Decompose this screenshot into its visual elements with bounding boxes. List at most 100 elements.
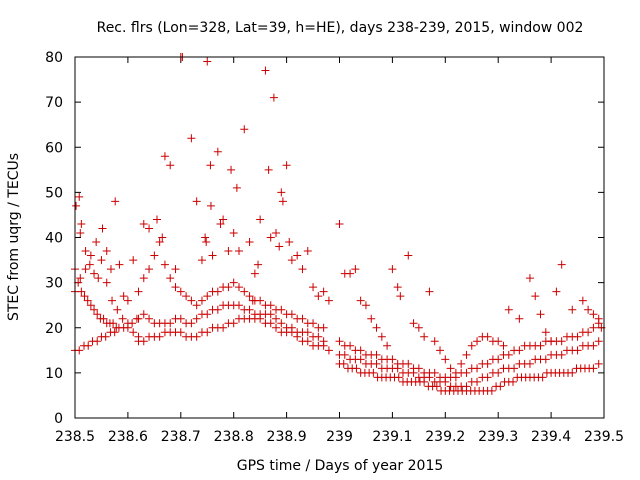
data-point (372, 359, 381, 368)
data-point (277, 319, 286, 328)
data-point (285, 238, 294, 247)
y-tick-label: 30 (45, 276, 63, 292)
data-point (77, 219, 86, 228)
data-point (394, 373, 403, 382)
data-point (80, 292, 89, 301)
data-point (278, 197, 287, 206)
data-point (361, 301, 370, 310)
data-point (457, 359, 466, 368)
data-point (314, 332, 323, 341)
data-point (377, 332, 386, 341)
data-point (277, 305, 286, 314)
x-tick-label: 238.6 (108, 429, 148, 445)
data-point (324, 346, 333, 355)
data-point (155, 238, 164, 247)
data-point (510, 364, 519, 373)
data-point (589, 323, 598, 332)
data-point (557, 350, 566, 359)
data-point (81, 247, 90, 256)
data-point (335, 337, 344, 346)
data-point (203, 310, 212, 319)
data-point (467, 341, 476, 350)
data-point (531, 292, 540, 301)
data-point (552, 287, 561, 296)
data-point (229, 278, 238, 287)
data-point (202, 238, 211, 247)
data-point (197, 296, 206, 305)
data-point (432, 382, 441, 391)
data-point (145, 265, 154, 274)
data-point (81, 265, 90, 274)
data-point (129, 256, 138, 265)
data-point (250, 269, 259, 278)
data-point (351, 265, 360, 274)
data-point (99, 314, 108, 323)
data-point (509, 377, 518, 386)
data-point (76, 228, 85, 237)
data-point (369, 368, 378, 377)
data-point (139, 310, 148, 319)
data-point (84, 341, 93, 350)
data-point (504, 305, 513, 314)
data-point (309, 283, 318, 292)
data-point (536, 310, 545, 319)
y-tick-label: 40 (45, 231, 63, 247)
data-point (155, 332, 164, 341)
x-tick-label: 239.3 (478, 429, 518, 445)
data-point (393, 283, 402, 292)
data-point (483, 373, 492, 382)
data-point (462, 350, 471, 359)
data-point (187, 296, 196, 305)
data-point (414, 364, 423, 373)
data-point (158, 233, 167, 242)
data-point (187, 319, 196, 328)
data-point (589, 310, 598, 319)
data-point (277, 188, 286, 197)
data-point (128, 319, 137, 328)
data-point (229, 319, 238, 328)
data-point (234, 247, 243, 256)
data-point (293, 251, 302, 260)
data-point (541, 355, 550, 364)
data-point (112, 323, 121, 332)
data-point (515, 314, 524, 323)
data-point (504, 350, 513, 359)
data-point (166, 274, 175, 283)
data-point (201, 233, 210, 242)
data-point (213, 305, 222, 314)
data-point (93, 310, 102, 319)
data-point (145, 224, 154, 233)
data-point (557, 337, 566, 346)
data-point (538, 373, 547, 382)
data-point (346, 269, 355, 278)
data-point (106, 265, 115, 274)
data-point (324, 296, 333, 305)
data-point (227, 165, 236, 174)
data-point (182, 292, 191, 301)
data-point (101, 332, 110, 341)
data-point (171, 265, 180, 274)
x-tick-label: 239.1 (372, 429, 412, 445)
data-point (176, 328, 185, 337)
data-point (139, 219, 148, 228)
data-point (487, 386, 496, 395)
data-point (102, 278, 111, 287)
data-point (409, 319, 418, 328)
x-tick-label: 239.2 (425, 429, 465, 445)
data-point (303, 337, 312, 346)
data-point (266, 319, 275, 328)
data-point (229, 228, 238, 237)
data-point (396, 292, 405, 301)
data-point (367, 314, 376, 323)
data-point (568, 305, 577, 314)
data-point (515, 346, 524, 355)
data-point (303, 247, 312, 256)
data-point (287, 310, 296, 319)
data-point (234, 301, 243, 310)
data-point (589, 341, 598, 350)
y-tick-label: 60 (45, 140, 63, 156)
data-point (335, 219, 344, 228)
data-point (388, 265, 397, 274)
data-point (473, 377, 482, 386)
